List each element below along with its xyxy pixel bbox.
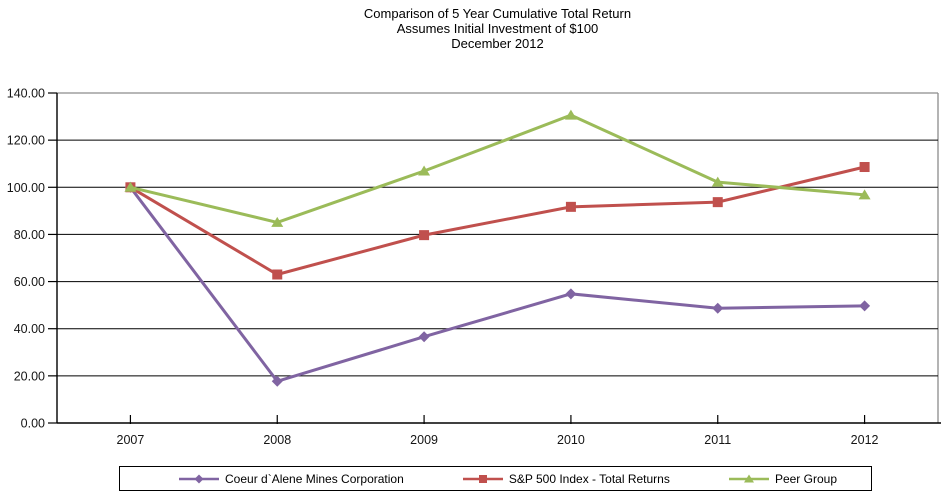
data-point-marker	[712, 302, 724, 314]
legend-label: Coeur d`Alene Mines Corporation	[225, 471, 404, 486]
x-tick-label: 2008	[263, 433, 291, 447]
data-point-marker	[859, 162, 870, 173]
data-point-marker	[565, 288, 577, 300]
data-point-marker	[743, 474, 754, 482]
data-point-marker	[858, 189, 871, 200]
y-tick-label: 40.00	[14, 322, 45, 336]
series-line	[129, 165, 865, 277]
legend-item-sp500: S&P 500 Index - Total Returns	[462, 472, 670, 486]
x-tick-label: 2009	[410, 433, 438, 447]
data-point-marker	[418, 331, 430, 343]
line-triangle-marker-icon	[728, 474, 769, 482]
data-point-marker	[712, 197, 723, 208]
y-tick-label: 140.00	[7, 87, 45, 101]
data-point-marker	[418, 165, 431, 176]
x-tick-label: 2007	[117, 433, 145, 447]
data-point-marker	[711, 176, 724, 187]
data-point-marker	[124, 181, 137, 192]
legend-label: Peer Group	[774, 471, 837, 486]
series-line	[129, 186, 865, 384]
chart-legend: Coeur d`Alene Mines Corporation S&P 500 …	[119, 466, 872, 491]
line-diamond-marker-icon	[179, 474, 219, 483]
chart-title-line-1: Comparison of 5 Year Cumulative Total Re…	[363, 6, 632, 21]
data-point-marker	[419, 230, 430, 241]
data-point-marker	[859, 300, 871, 312]
y-tick-label: 80.00	[14, 228, 45, 242]
legend-label: S&P 500 Index - Total Returns	[508, 471, 670, 486]
y-tick-label: 20.00	[14, 369, 45, 383]
data-point-marker	[272, 269, 283, 280]
chart-title-line-2: Assumes Initial Investment of $100	[396, 21, 599, 36]
data-point-marker	[194, 474, 204, 483]
line-square-marker-icon	[462, 474, 503, 483]
y-tick-label: 120.00	[7, 134, 45, 148]
data-point-marker	[478, 474, 487, 483]
x-tick-label: 2010	[557, 433, 585, 447]
chart-title-block: Comparison of 5 Year Cumulative Total Re…	[57, 6, 938, 51]
y-tick-label: 0.00	[21, 417, 45, 431]
x-tick-label: 2012	[851, 433, 879, 447]
y-tick-label: 100.00	[7, 181, 45, 195]
data-point-marker	[564, 109, 577, 120]
y-tick-label: 60.00	[14, 275, 45, 289]
legend-item-coeur-dalene: Coeur d`Alene Mines Corporation	[178, 472, 404, 486]
chart-title-line-3: December 2012	[451, 36, 544, 51]
data-point-marker	[565, 201, 576, 212]
data-point-marker	[271, 375, 283, 387]
data-point-marker	[271, 216, 284, 227]
legend-item-peer-group: Peer Group	[728, 472, 837, 486]
x-tick-label: 2011	[704, 433, 731, 447]
series-line	[130, 113, 865, 224]
